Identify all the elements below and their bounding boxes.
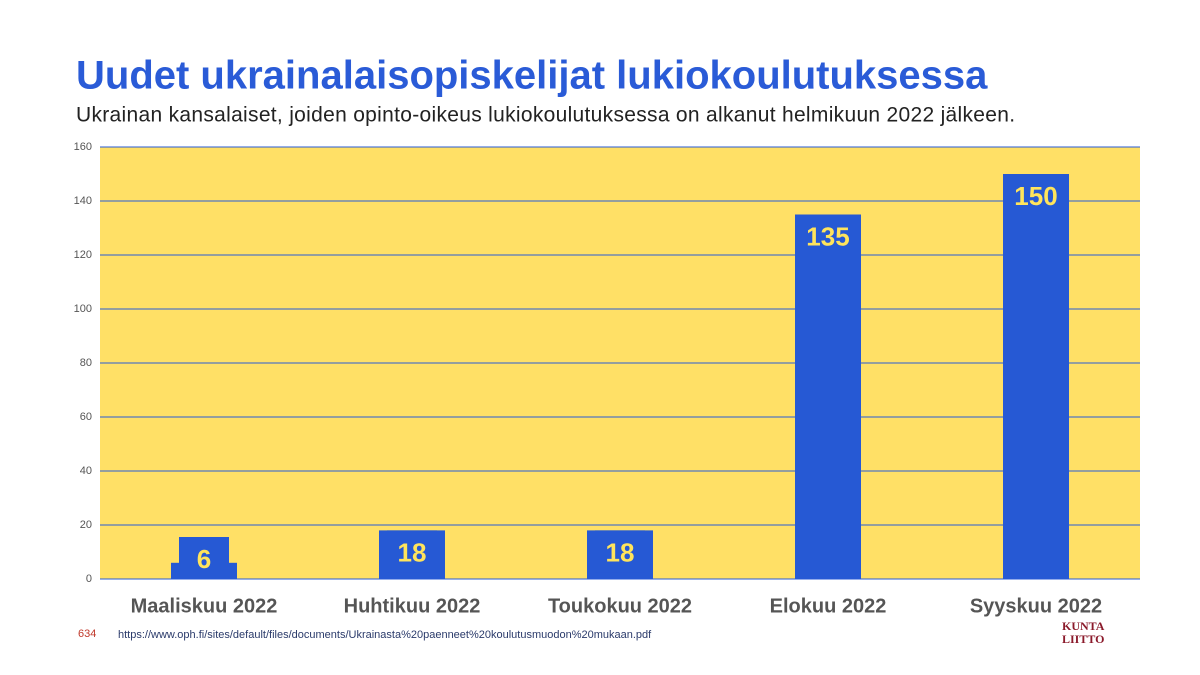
value-label-background [387,530,437,573]
x-tick-label: Toukokuu 2022 [548,595,692,617]
x-tick-label: Elokuu 2022 [770,595,887,617]
value-label-background [179,537,229,579]
value-label: 150 [1014,181,1057,211]
x-tick-label: Maaliskuu 2022 [131,595,278,617]
logo: LIITTO [1062,632,1104,646]
value-label-background [1011,174,1061,216]
y-tick-label: 80 [80,357,92,369]
y-tick-label: 40 [80,465,92,477]
y-tick-label: 60 [80,411,92,423]
chart-subtitle: Ukrainan kansalaiset, joiden opinto-oike… [76,104,1015,127]
y-tick-label: 100 [74,303,92,315]
value-label: 6 [197,544,211,574]
bar [795,214,861,579]
chart-title: Uudet ukrainalaisopiskelijat lukiokoulut… [76,54,988,98]
bar [1003,174,1069,579]
logo: KUNTA [1062,619,1105,633]
y-tick-label: 160 [74,141,92,153]
y-tick-label: 140 [74,195,92,207]
value-label-background [803,214,853,257]
value-label-background [595,530,645,573]
y-tick-label: 0 [86,573,92,585]
page-number: 634 [78,628,96,640]
x-tick-label: Syyskuu 2022 [970,595,1102,617]
value-label: 18 [606,537,635,567]
source-link: https://www.oph.fi/sites/default/files/d… [118,629,652,641]
y-tick-label: 120 [74,249,92,261]
x-tick-label: Huhtikuu 2022 [344,595,481,617]
value-label: 135 [806,221,849,251]
value-label: 18 [398,537,427,567]
y-tick-label: 20 [80,519,92,531]
